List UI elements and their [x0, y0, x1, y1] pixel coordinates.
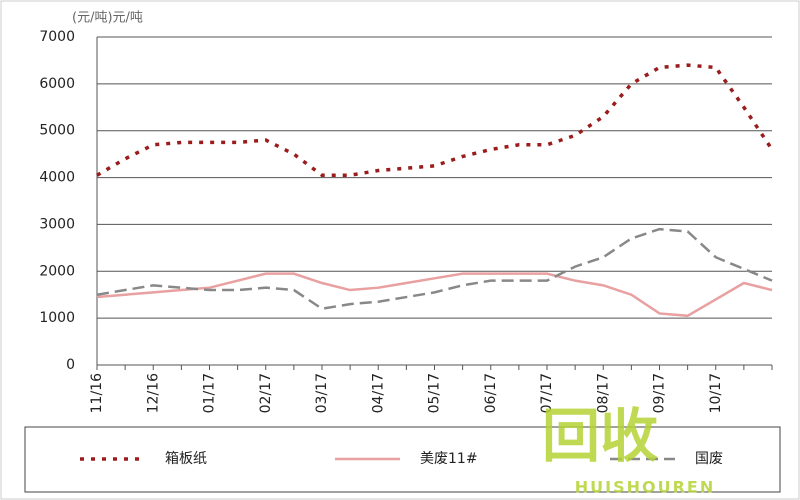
series-line	[96, 272, 773, 318]
series-line	[96, 227, 773, 311]
x-tick-label: 05/17	[427, 373, 443, 413]
x-tick-label: 12/16	[145, 373, 161, 413]
legend-label: 箱板纸	[165, 451, 207, 467]
x-tick-label: 11/16	[89, 373, 105, 413]
x-tick-label: 01/17	[202, 373, 218, 413]
x-tick-label: 08/17	[595, 373, 611, 413]
legend-label: 美废11#	[420, 451, 478, 467]
y-tick-label: 4000	[39, 170, 75, 186]
legend-box	[24, 426, 781, 493]
watermark: 回收	[542, 402, 658, 470]
x-tick-label: 04/17	[370, 373, 386, 413]
x-tick-label: 10/17	[708, 373, 724, 413]
x-tick-label: 02/17	[258, 373, 274, 413]
y-tick-label: 3000	[39, 216, 75, 232]
x-tick-label: 06/17	[483, 373, 499, 413]
unit-label: (元/吨)元/吨	[72, 11, 143, 26]
y-tick-label: 1000	[39, 310, 75, 326]
watermark-sub: HUISHOUREN	[575, 478, 715, 497]
x-tick-label: 07/17	[539, 373, 555, 413]
y-tick-label: 2000	[39, 263, 75, 279]
y-tick-label: 6000	[39, 76, 75, 92]
x-tick-label: 09/17	[652, 373, 668, 413]
y-tick-label: 7000	[39, 29, 75, 45]
x-tick-label: 03/17	[314, 373, 330, 413]
y-tick-label: 5000	[39, 123, 75, 139]
y-tick-label: 0	[66, 357, 75, 373]
legend-label: 国废	[695, 451, 723, 467]
